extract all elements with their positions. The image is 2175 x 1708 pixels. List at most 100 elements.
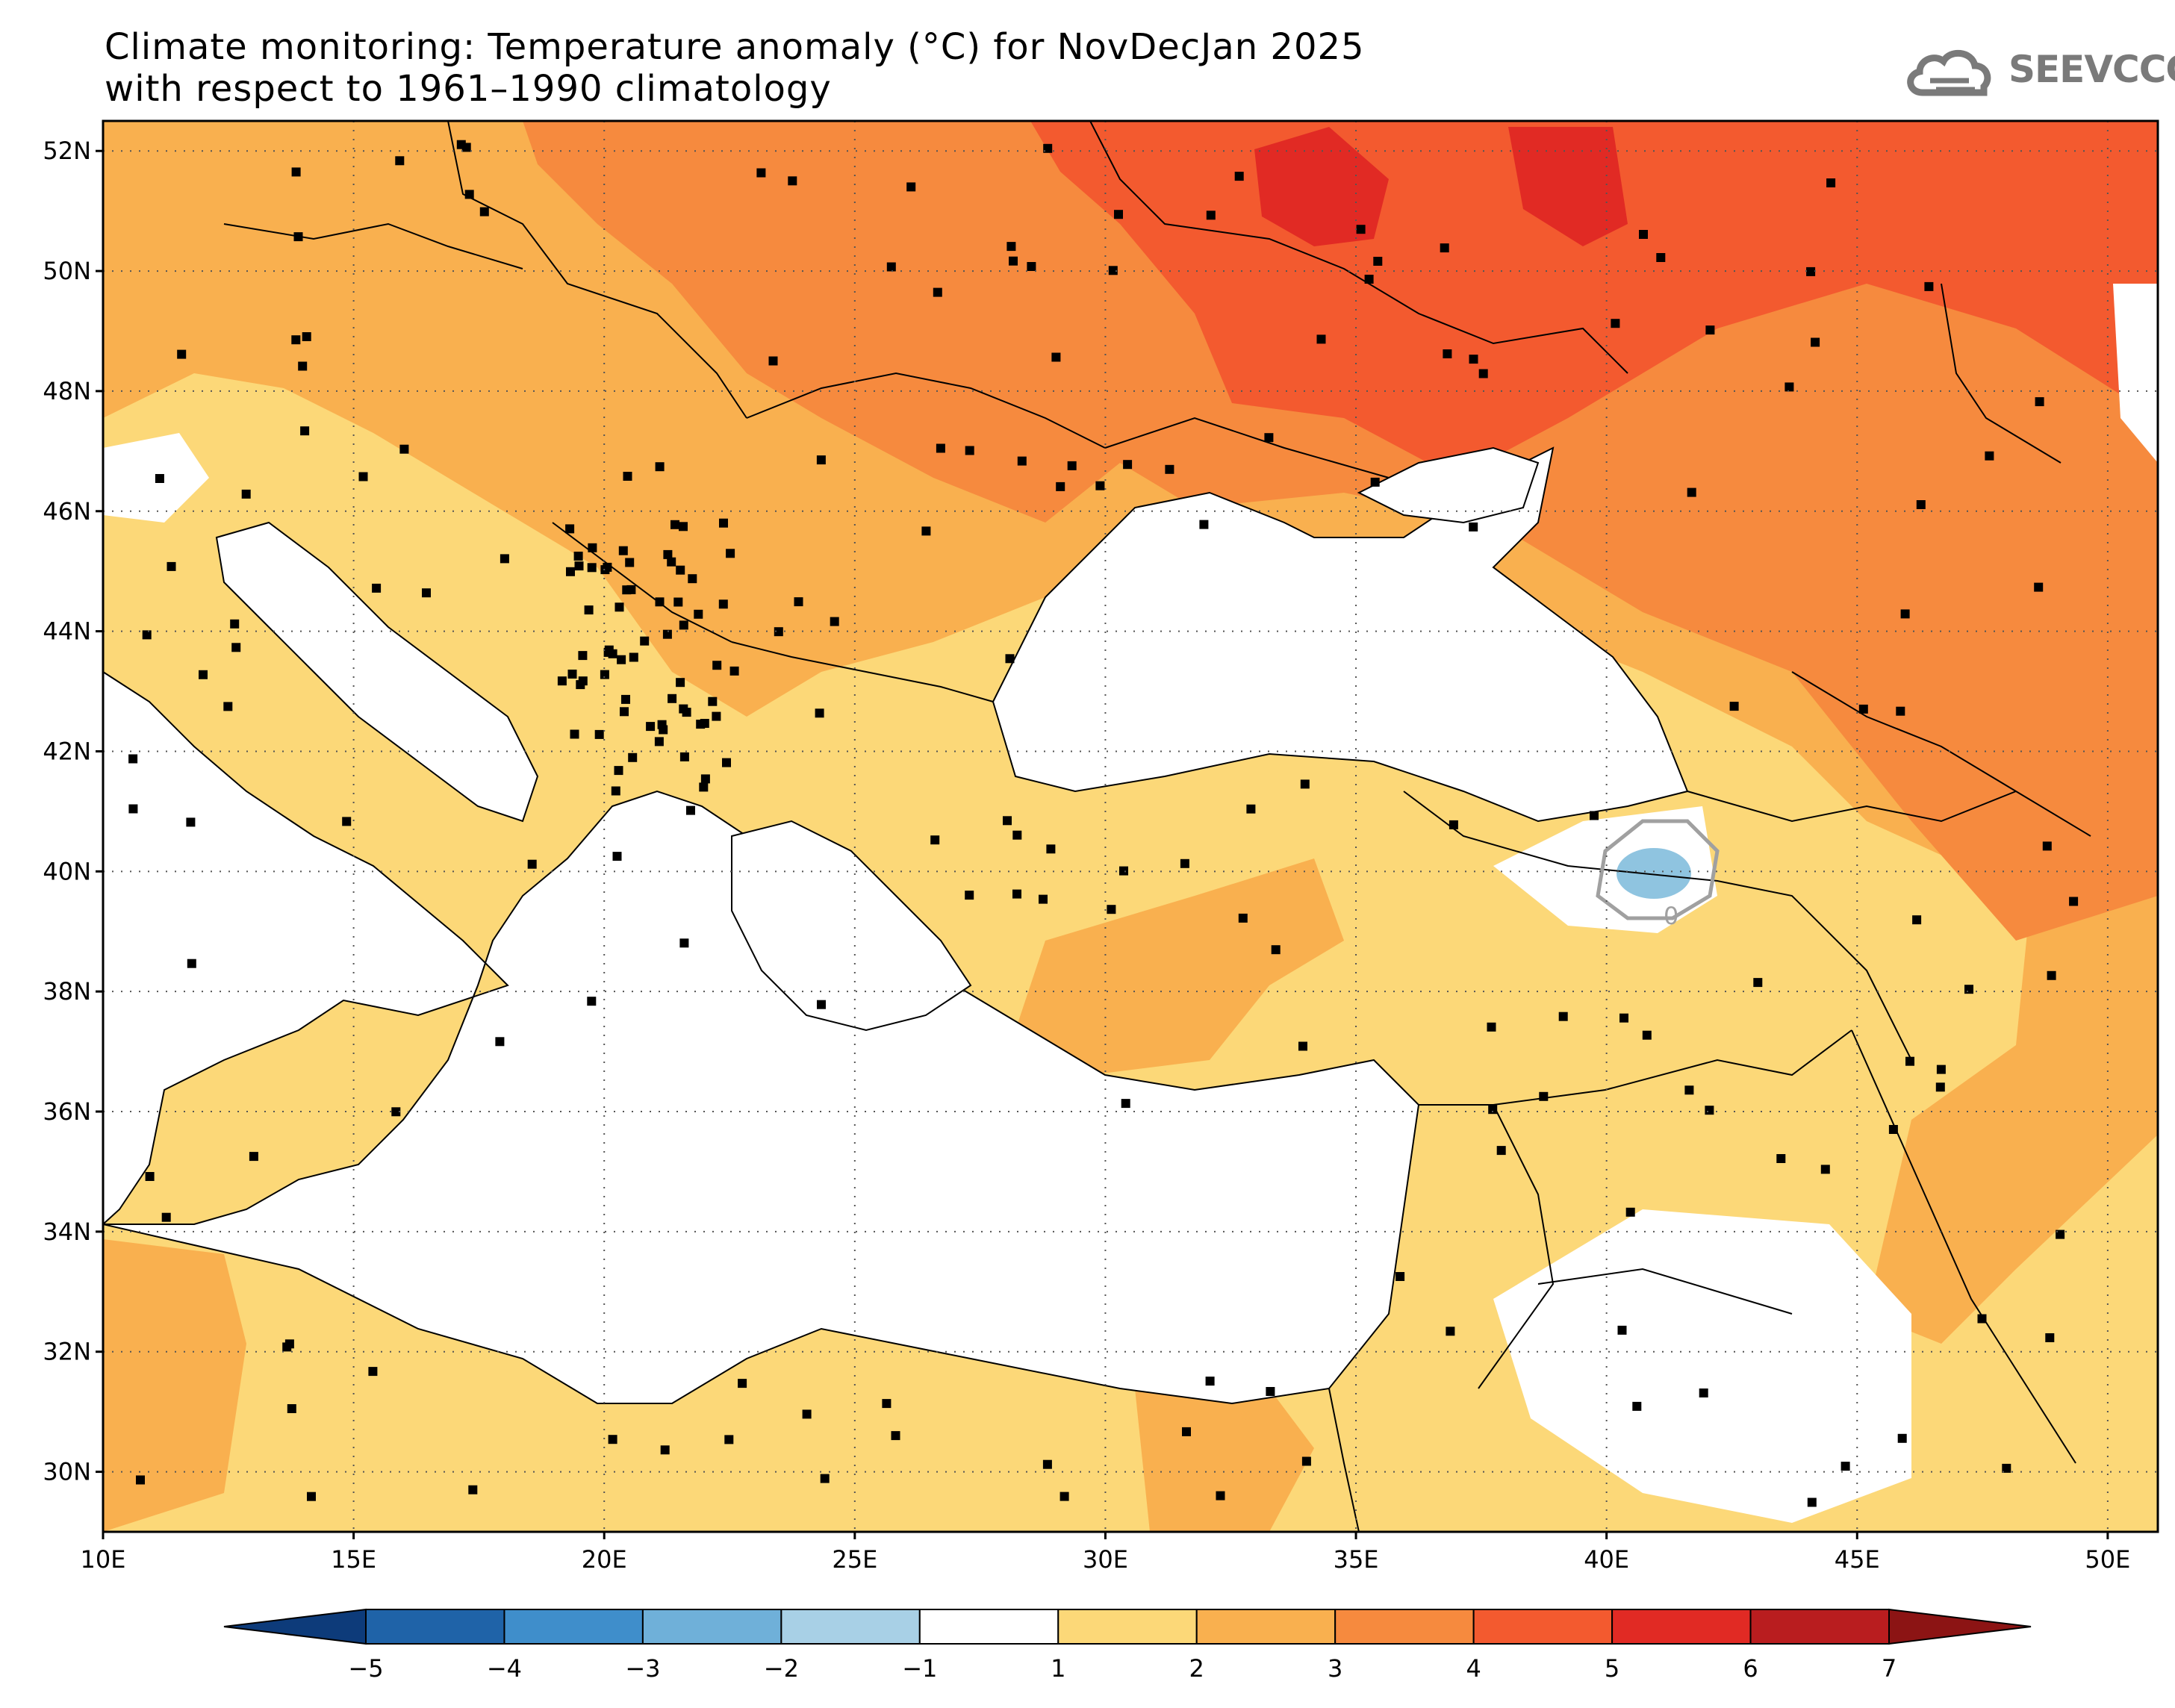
station-marker [612, 852, 622, 861]
station-marker [249, 1152, 258, 1162]
station-marker [1238, 913, 1248, 923]
station-marker [1205, 1377, 1215, 1386]
station-marker [461, 143, 471, 152]
legend-swatch [918, 1609, 1060, 1645]
station-marker [1590, 811, 1599, 820]
station-marker [663, 549, 673, 559]
station-marker [667, 557, 676, 567]
legend-label: 2 [1189, 1654, 1204, 1683]
station-marker [1699, 1388, 1708, 1397]
station-marker [527, 859, 537, 869]
station-marker [620, 707, 629, 717]
anomaly-zone-negative [1617, 848, 1691, 899]
legend-label: −1 [902, 1654, 937, 1683]
station-marker [1373, 257, 1383, 266]
station-marker [1301, 1456, 1311, 1466]
station-marker [660, 1445, 670, 1455]
legend-label: 3 [1328, 1654, 1342, 1683]
station-marker [1298, 1041, 1307, 1051]
station-marker [1820, 1165, 1830, 1174]
station-marker [291, 167, 301, 177]
anomaly-zone-5-6-west [1254, 127, 1389, 246]
lat-tick-label: 44N [43, 617, 91, 646]
station-marker [372, 583, 382, 593]
lat-tick-label: 40N [43, 857, 91, 885]
legend-swatch [1195, 1609, 1337, 1645]
station-marker [1964, 985, 1973, 994]
station-marker [223, 702, 233, 711]
station-marker [1625, 1207, 1635, 1217]
station-marker [700, 719, 709, 728]
station-marker [1056, 481, 1065, 491]
station-marker [1858, 704, 1868, 714]
station-marker [820, 1474, 830, 1483]
station-marker [655, 462, 665, 472]
station-marker [1924, 281, 1934, 291]
station-marker [1488, 1105, 1498, 1115]
station-marker [1364, 275, 1374, 284]
station-marker [1897, 1433, 1907, 1443]
station-marker [699, 782, 709, 792]
station-marker [936, 443, 945, 453]
station-marker [1729, 702, 1739, 711]
station-marker [676, 678, 685, 688]
aegean-sea [731, 820, 972, 1032]
station-marker [700, 774, 710, 784]
station-marker [1234, 172, 1244, 181]
station-marker [712, 711, 721, 721]
station-marker [2047, 970, 2056, 980]
station-marker [566, 567, 575, 576]
lat-tick-label: 34N [43, 1218, 91, 1246]
station-marker [1440, 243, 1449, 253]
station-marker [302, 332, 311, 341]
station-marker [128, 754, 138, 764]
station-marker [625, 558, 635, 567]
station-marker [657, 720, 667, 729]
station-marker [570, 729, 579, 739]
station-marker [891, 1431, 900, 1441]
legend-label: −5 [348, 1654, 383, 1683]
station-marker [231, 643, 241, 652]
station-marker [722, 758, 731, 767]
station-marker [1611, 319, 1620, 328]
station-marker [587, 563, 597, 573]
station-marker [654, 737, 664, 747]
station-marker [1046, 844, 1056, 854]
station-marker [1896, 706, 1905, 716]
station-marker [1449, 820, 1458, 829]
station-marker [933, 287, 942, 297]
station-marker [965, 446, 974, 455]
latitude-labels: 52N 50N 48N 46N 44N 42N 40N 38N 36N 34N 32N 30N [43, 137, 103, 1486]
station-marker [1478, 369, 1488, 378]
lon-tick-label: 15E [331, 1545, 376, 1574]
station-marker [1005, 654, 1015, 664]
station-marker [882, 1399, 892, 1409]
station-marker [676, 565, 685, 575]
mediterranean-sea [103, 670, 1420, 1532]
station-marker [1840, 1462, 1850, 1471]
station-marker [1180, 858, 1189, 868]
station-marker [1888, 1125, 1898, 1134]
station-marker [802, 1409, 812, 1419]
station-marker [395, 156, 405, 166]
station-marker [623, 472, 632, 481]
legend-swatch [641, 1609, 782, 1645]
station-marker [618, 546, 628, 555]
station-marker [1656, 253, 1666, 262]
station-marker [587, 997, 597, 1006]
station-marker [1487, 1022, 1496, 1032]
station-marker [718, 599, 728, 609]
station-marker [694, 609, 703, 619]
station-marker [1266, 1387, 1275, 1396]
station-marker [293, 232, 303, 242]
lat-tick-label: 48N [43, 377, 91, 405]
lat-tick-label: 30N [43, 1458, 91, 1486]
station-marker [1271, 945, 1281, 955]
legend-swatch [1472, 1609, 1614, 1645]
station-marker [679, 522, 688, 532]
map-frame [102, 119, 2159, 1533]
station-marker [358, 472, 368, 481]
station-marker [1785, 382, 1794, 392]
station-marker [1617, 1325, 1627, 1335]
station-marker [600, 670, 609, 679]
